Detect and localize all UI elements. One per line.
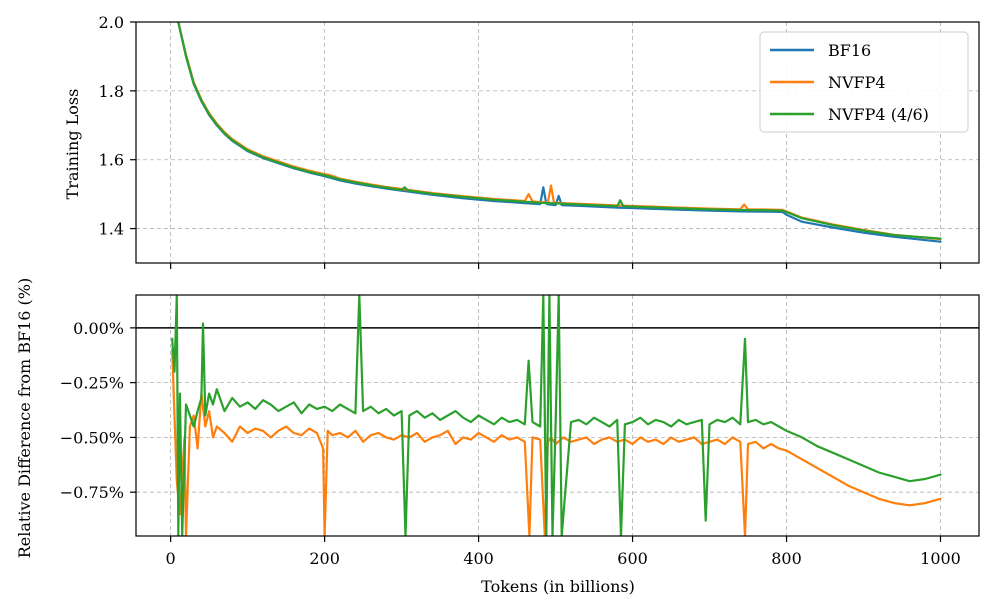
axes-frame bbox=[135, 21, 980, 264]
y-tick-label: 2.0 bbox=[99, 13, 124, 32]
series-line-nvfp4-4-6 bbox=[177, 22, 942, 240]
y-tick-label: 1.4 bbox=[99, 220, 124, 239]
y-tick-label: −0.25% bbox=[60, 374, 124, 393]
training-loss-panel: 1.4 1.6 1.8 2.0 bbox=[99, 13, 980, 269]
x-tick-label: 600 bbox=[617, 549, 648, 568]
top-ylabel: Training Loss bbox=[63, 89, 82, 200]
y-tick-label: −0.75% bbox=[60, 483, 124, 502]
x-tick-label: 0 bbox=[166, 549, 176, 568]
series-line-nvfp4-4-6 bbox=[171, 295, 942, 536]
series-line-nvfp4 bbox=[171, 348, 942, 536]
x-tick-label: 800 bbox=[771, 549, 802, 568]
x-tick-label: 1000 bbox=[920, 549, 961, 568]
legend-label-bf16: BF16 bbox=[828, 41, 871, 60]
axes-frame bbox=[135, 294, 980, 537]
x-axis-label: Tokens (in billions) bbox=[481, 577, 635, 596]
y-tick-label: 1.8 bbox=[99, 82, 124, 101]
legend: BF16 NVFP4 NVFP4 (4/6) bbox=[759, 31, 969, 133]
series-group bbox=[177, 22, 942, 243]
relative-difference-panel: 0 200 400 600 800 1000 0.00% −0.25% −0.50% −0.75% bbox=[60, 294, 980, 568]
y-tick-label: −0.50% bbox=[60, 428, 124, 447]
bottom-ylabel: Relative Difference from BF16 (%) bbox=[15, 278, 34, 558]
y-tick-label: 0.00% bbox=[73, 319, 124, 338]
series-group bbox=[171, 295, 942, 536]
legend-label-nvfp4: NVFP4 bbox=[828, 73, 886, 92]
legend-label-nvfp4-46: NVFP4 (4/6) bbox=[828, 105, 929, 124]
x-tick-label: 400 bbox=[463, 549, 494, 568]
x-tick-label: 200 bbox=[309, 549, 340, 568]
y-tick-label: 1.6 bbox=[99, 151, 124, 170]
legend-box bbox=[759, 31, 969, 133]
